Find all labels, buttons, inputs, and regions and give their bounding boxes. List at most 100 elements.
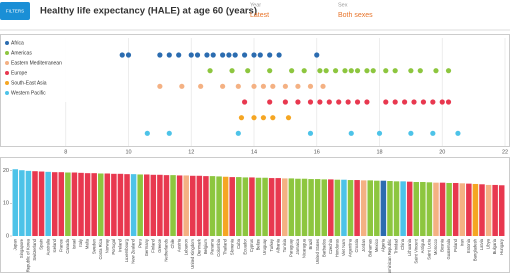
dot (245, 68, 251, 74)
x-tick-label: Sweden (91, 238, 96, 254)
bar (137, 174, 143, 236)
dot (210, 52, 216, 58)
x-tick-label: 14 (251, 149, 257, 155)
dot (157, 83, 163, 89)
dot (370, 68, 376, 74)
bar (288, 178, 295, 236)
x-tick-label: Chile (170, 238, 175, 248)
x-tick-label: United Kingdom (190, 238, 195, 268)
bar (308, 179, 314, 236)
bar (229, 177, 235, 236)
bar (334, 179, 341, 236)
x-tick-label: Ireland (118, 238, 123, 251)
bar (38, 171, 45, 236)
x-tick-label: Portugal (111, 239, 116, 255)
dot (354, 68, 361, 74)
dot (207, 68, 213, 74)
dot (204, 52, 210, 58)
x-tick-label: Saint Lucia (427, 238, 432, 259)
x-tick-label: Bulgaria (492, 238, 497, 254)
bar (84, 173, 91, 236)
x-tick-label: Iceland (52, 238, 57, 252)
dot (238, 115, 245, 121)
bar (25, 170, 32, 236)
x-tick-label: Cyprus (249, 239, 254, 252)
x-tick-label: Hungary (499, 238, 504, 255)
legend-label: Western Pacific (11, 90, 46, 96)
dot (417, 68, 423, 74)
x-tick-label: Luxembourg (124, 238, 129, 262)
bar (91, 173, 97, 236)
dot (241, 99, 248, 105)
dot (267, 52, 273, 58)
dot (226, 52, 232, 58)
bar (183, 175, 189, 236)
legend-swatch (5, 41, 9, 45)
sex-value[interactable]: Both sexes (338, 12, 373, 19)
dot (241, 52, 248, 58)
dot (285, 115, 292, 121)
bar (65, 172, 71, 236)
bar (111, 173, 117, 236)
x-tick-label: Albania (275, 238, 280, 253)
x-tick-label: Croatia (354, 238, 359, 252)
bar (262, 177, 268, 236)
filters-button[interactable] (0, 2, 30, 20)
x-tick-label: Ecuador (242, 238, 247, 254)
x-tick-label: Israel (72, 239, 77, 249)
x-tick-label: Turkey (269, 238, 274, 252)
dot (229, 68, 235, 74)
x-tick-label: Morocco (433, 238, 438, 255)
dot (364, 68, 370, 74)
legend-swatch (5, 51, 9, 55)
dot (295, 83, 301, 89)
bar (190, 175, 196, 236)
dot (408, 68, 414, 74)
x-tick-label: Dominican Republic (387, 239, 392, 273)
year-value[interactable]: Latest (250, 12, 269, 19)
dot (445, 99, 452, 105)
x-tick-label: Nicaragua (302, 238, 307, 258)
dot (392, 68, 398, 74)
bar (314, 179, 321, 236)
x-tick-label: Japan (12, 238, 17, 250)
dot (220, 83, 226, 89)
bar (472, 183, 479, 236)
x-tick-label: France (58, 238, 63, 252)
x-tick-label: Lebanon (183, 238, 188, 255)
bar (124, 174, 130, 236)
x-tick-label: Bahamas (367, 239, 372, 257)
year-label: Year (250, 2, 261, 8)
dot (282, 99, 288, 105)
x-tick-label: 16 (314, 149, 320, 155)
dot (235, 83, 241, 89)
bar (426, 182, 433, 236)
dot (392, 99, 398, 105)
bar (170, 175, 176, 236)
bar (446, 182, 452, 236)
dot (235, 130, 241, 136)
dot (348, 130, 354, 136)
dot (166, 52, 172, 58)
dot (257, 52, 263, 58)
bar (354, 180, 360, 236)
bar (347, 180, 354, 236)
bar (479, 184, 485, 236)
sex-label: Sex (338, 2, 348, 8)
legend-box (4, 38, 68, 102)
x-tick-label: Switzerland (32, 238, 37, 260)
x-tick-label: 12 (188, 149, 194, 155)
dot (295, 99, 301, 105)
x-tick-label: Tunisia (282, 238, 287, 252)
dot (345, 99, 351, 105)
bar (71, 172, 78, 236)
dot (220, 52, 226, 58)
x-tick-label: Bangladesh (473, 238, 478, 261)
filters-label[interactable]: FILTERS (6, 9, 24, 14)
bar (255, 177, 262, 236)
x-tick-label: Australia (45, 238, 50, 255)
dot (332, 68, 339, 74)
dot (336, 99, 342, 105)
dot (323, 68, 329, 74)
